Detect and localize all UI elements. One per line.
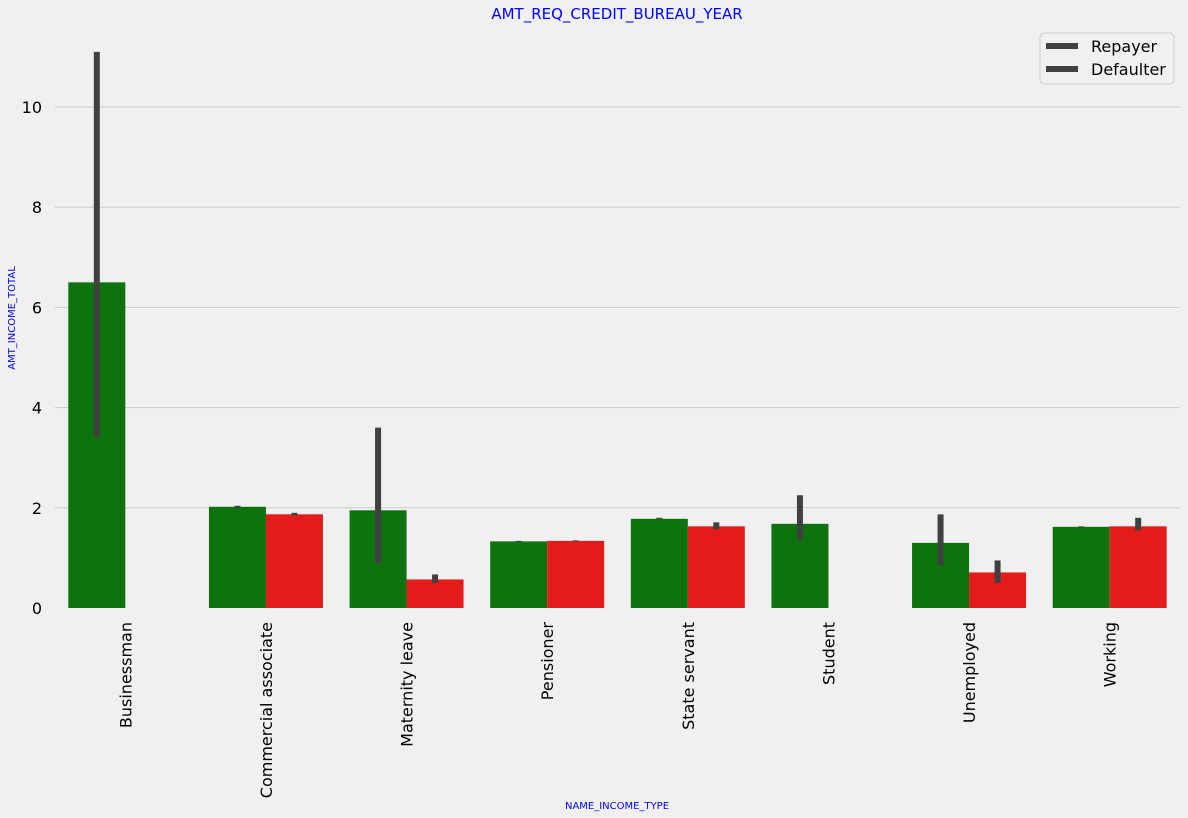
x-tick-labels: Businessman Commercial associate Maternity… bbox=[116, 622, 1119, 799]
x-tick-label: Pensioner bbox=[538, 622, 557, 701]
y-tick-label: 10 bbox=[22, 98, 42, 117]
y-tick-label: 8 bbox=[32, 198, 42, 217]
bar-defaulter bbox=[547, 540, 605, 608]
bars bbox=[68, 282, 1167, 608]
legend-label-defaulter: Defaulter bbox=[1091, 60, 1166, 79]
x-tick-label: Businessman bbox=[116, 622, 135, 728]
bar-defaulter bbox=[265, 514, 323, 608]
bar-defaulter bbox=[687, 526, 745, 608]
chart-title: AMT_REQ_CREDIT_BUREAU_YEAR bbox=[491, 5, 742, 24]
legend-swatch-repayer bbox=[1046, 43, 1078, 49]
legend-swatch-defaulter bbox=[1046, 66, 1078, 72]
y-tick-labels: 0 2 4 6 8 10 bbox=[22, 98, 42, 618]
grid-lines bbox=[55, 106, 1180, 509]
legend: Repayer Defaulter bbox=[1039, 32, 1175, 85]
x-tick-label: Unemployed bbox=[960, 622, 979, 723]
x-tick-label: Working bbox=[1101, 622, 1120, 687]
error-bars bbox=[93, 51, 1142, 583]
bar-defaulter bbox=[406, 579, 464, 608]
x-tick-label: Commercial associate bbox=[257, 622, 276, 798]
bar-repayer bbox=[208, 506, 266, 608]
x-tick-label: Student bbox=[819, 622, 838, 685]
x-tick-label: Maternity leave bbox=[398, 622, 417, 747]
bar-defaulter bbox=[1109, 526, 1167, 608]
y-tick-label: 2 bbox=[32, 499, 42, 518]
y-axis-label: AMT_INCOME_TOTAL bbox=[7, 266, 18, 370]
x-tick-label: State servant bbox=[679, 622, 698, 730]
bar-repayer bbox=[630, 518, 688, 608]
y-tick-label: 4 bbox=[32, 399, 42, 418]
legend-label-repayer: Repayer bbox=[1091, 37, 1158, 56]
y-tick-label: 6 bbox=[32, 298, 42, 317]
bar-repayer bbox=[490, 541, 548, 608]
x-axis-label: NAME_INCOME_TYPE bbox=[565, 801, 669, 812]
bar-repayer bbox=[1052, 526, 1110, 608]
y-tick-label: 0 bbox=[32, 599, 42, 618]
